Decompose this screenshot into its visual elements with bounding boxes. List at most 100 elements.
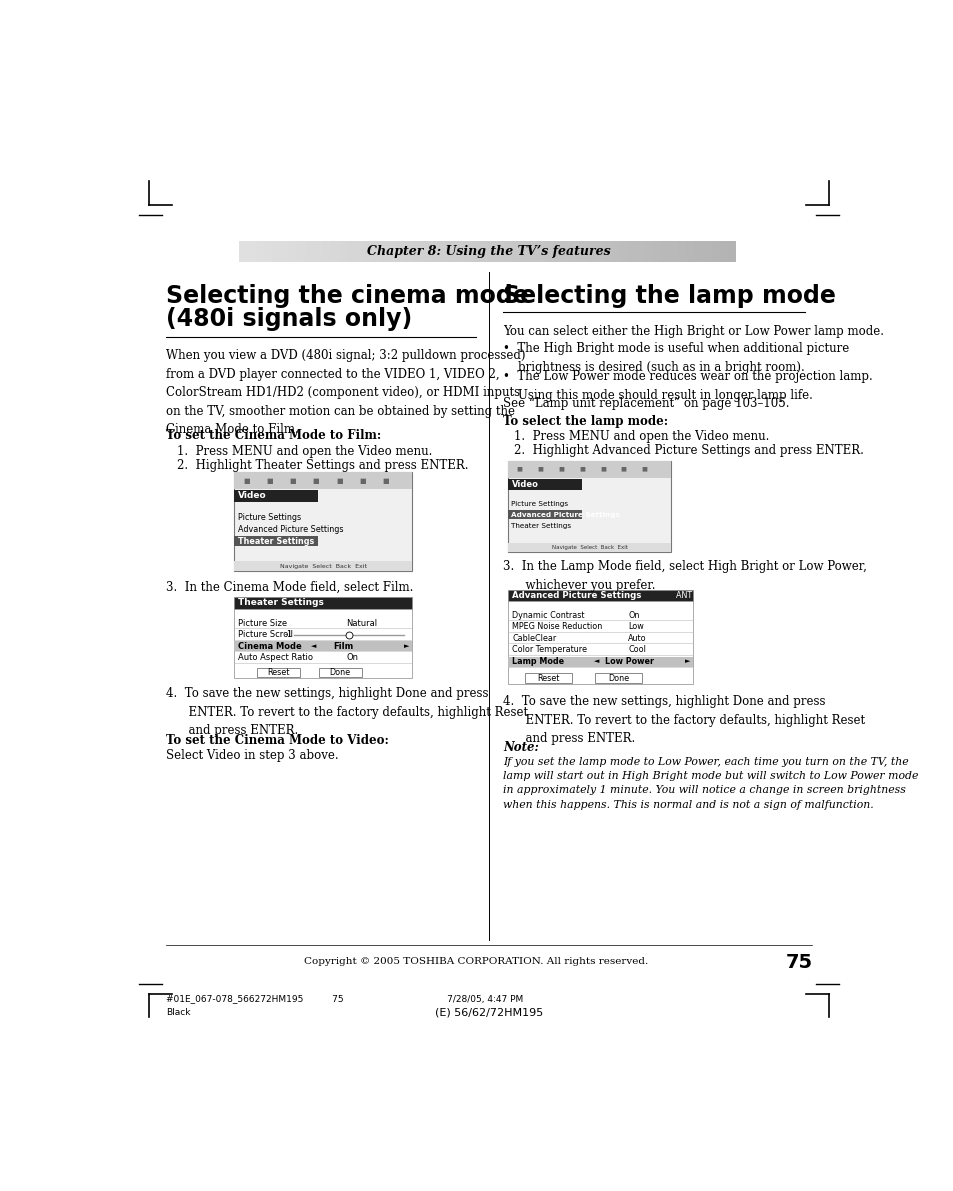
Text: ■: ■: [243, 478, 250, 484]
Bar: [677, 242, 686, 262]
Bar: [537, 242, 545, 262]
Text: •  The High Bright mode is useful when additional picture
    brightness is desi: • The High Bright mode is useful when ad…: [502, 342, 848, 374]
Text: Picture Scroll: Picture Scroll: [237, 630, 293, 640]
Bar: [508, 510, 581, 519]
Bar: [233, 561, 412, 570]
Text: ■: ■: [599, 467, 605, 472]
Text: Navigate  Select  Back  Exit: Navigate Select Back Exit: [279, 563, 366, 568]
Bar: [508, 461, 670, 551]
Text: Note:: Note:: [502, 741, 538, 754]
Bar: [255, 242, 265, 262]
Text: Lamp Mode: Lamp Mode: [512, 657, 564, 666]
Bar: [487, 242, 496, 262]
Text: Selecting the lamp mode: Selecting the lamp mode: [502, 283, 835, 307]
Bar: [396, 242, 405, 262]
Text: Cinema Mode: Cinema Mode: [237, 642, 301, 650]
Text: On: On: [346, 653, 358, 662]
Bar: [404, 242, 414, 262]
Text: Cool: Cool: [628, 646, 645, 655]
Bar: [338, 242, 347, 262]
Bar: [561, 242, 570, 262]
Bar: [233, 473, 412, 490]
Bar: [264, 242, 273, 262]
Text: Video: Video: [512, 480, 538, 490]
Text: Color Temperature: Color Temperature: [512, 646, 586, 655]
Bar: [478, 242, 488, 262]
Text: ■: ■: [578, 467, 584, 472]
Bar: [508, 543, 670, 551]
Bar: [602, 242, 612, 262]
Text: ■: ■: [620, 467, 626, 472]
Text: Select Video in step 3 above.: Select Video in step 3 above.: [166, 749, 338, 762]
Text: Natural: Natural: [346, 618, 377, 628]
Text: To set the Cinema Mode to Video:: To set the Cinema Mode to Video:: [166, 734, 388, 747]
Bar: [280, 242, 290, 262]
Bar: [248, 242, 256, 262]
Bar: [685, 242, 694, 262]
Bar: [233, 609, 412, 678]
Bar: [233, 491, 317, 501]
Text: Theater Settings: Theater Settings: [511, 523, 571, 529]
Text: ■: ■: [359, 478, 366, 484]
Text: Selecting the cinema mode: Selecting the cinema mode: [166, 283, 528, 307]
Bar: [701, 242, 711, 262]
Text: When you view a DVD (480i signal; 3:2 pulldown processed)
from a DVD player conn: When you view a DVD (480i signal; 3:2 pu…: [166, 349, 525, 436]
Text: CableClear: CableClear: [512, 634, 556, 643]
Bar: [257, 668, 299, 678]
Text: Picture Size: Picture Size: [237, 618, 287, 628]
Bar: [508, 656, 692, 667]
Bar: [305, 242, 314, 262]
Bar: [719, 242, 727, 262]
Text: ANT 1: ANT 1: [675, 591, 699, 600]
Text: 3.  In the Lamp Mode field, select High Bright or Low Power,
      whichever you: 3. In the Lamp Mode field, select High B…: [502, 560, 866, 592]
Bar: [508, 461, 670, 478]
Bar: [644, 242, 653, 262]
Text: #01E_067-078_566272HM195          75                                    7/28/05,: #01E_067-078_566272HM195 75 7/28/05,: [166, 993, 522, 1003]
Text: Video: Video: [237, 492, 266, 500]
Text: ■: ■: [335, 478, 342, 484]
Text: 1.  Press MENU and open the Video menu.: 1. Press MENU and open the Video menu.: [176, 444, 432, 457]
Bar: [636, 242, 644, 262]
Bar: [413, 242, 421, 262]
Bar: [496, 242, 504, 262]
Bar: [694, 242, 702, 262]
Bar: [595, 242, 603, 262]
Bar: [322, 242, 331, 262]
Text: Auto: Auto: [628, 634, 646, 643]
Text: Theater Settings: Theater Settings: [237, 599, 323, 607]
Bar: [512, 242, 520, 262]
Bar: [330, 242, 339, 262]
Bar: [289, 242, 297, 262]
Bar: [462, 242, 471, 262]
Text: 1.  Press MENU and open the Video menu.: 1. Press MENU and open the Video menu.: [513, 430, 768, 443]
Text: ►: ►: [404, 643, 410, 649]
Text: Picture Settings: Picture Settings: [511, 501, 568, 507]
Bar: [446, 242, 455, 262]
Bar: [233, 641, 412, 651]
Bar: [239, 242, 248, 262]
Text: ■: ■: [266, 478, 273, 484]
Bar: [595, 673, 641, 682]
Text: -1: -1: [284, 630, 293, 640]
Text: Navigate  Select  Back  Exit: Navigate Select Back Exit: [551, 544, 627, 550]
Text: 2.  Highlight Advanced Picture Settings and press ENTER.: 2. Highlight Advanced Picture Settings a…: [513, 444, 862, 457]
Text: If you set the lamp mode to Low Power, each time you turn on the TV, the
lamp wi: If you set the lamp mode to Low Power, e…: [502, 756, 918, 810]
Bar: [520, 242, 529, 262]
Text: ■: ■: [382, 478, 389, 484]
Text: ■: ■: [537, 467, 542, 472]
Text: Picture Settings: Picture Settings: [237, 513, 300, 523]
Text: You can select either the High Bright or Low Power lamp mode.: You can select either the High Bright or…: [502, 325, 882, 337]
Text: (E) 56/62/72HM195: (E) 56/62/72HM195: [435, 1008, 542, 1017]
Text: Done: Done: [607, 674, 628, 682]
Bar: [273, 242, 281, 262]
Text: 2.  Highlight Theater Settings and press ENTER.: 2. Highlight Theater Settings and press …: [176, 459, 468, 472]
Text: Done: Done: [329, 668, 351, 678]
Text: Chapter 8: Using the TV’s features: Chapter 8: Using the TV’s features: [367, 245, 610, 258]
Text: Film: Film: [333, 642, 353, 650]
Bar: [570, 242, 578, 262]
Text: On: On: [628, 611, 639, 619]
Text: Copyright © 2005 TOSHIBA CORPORATION. All rights reserved.: Copyright © 2005 TOSHIBA CORPORATION. Al…: [303, 956, 647, 966]
Bar: [611, 242, 619, 262]
Bar: [508, 601, 692, 685]
Bar: [726, 242, 736, 262]
